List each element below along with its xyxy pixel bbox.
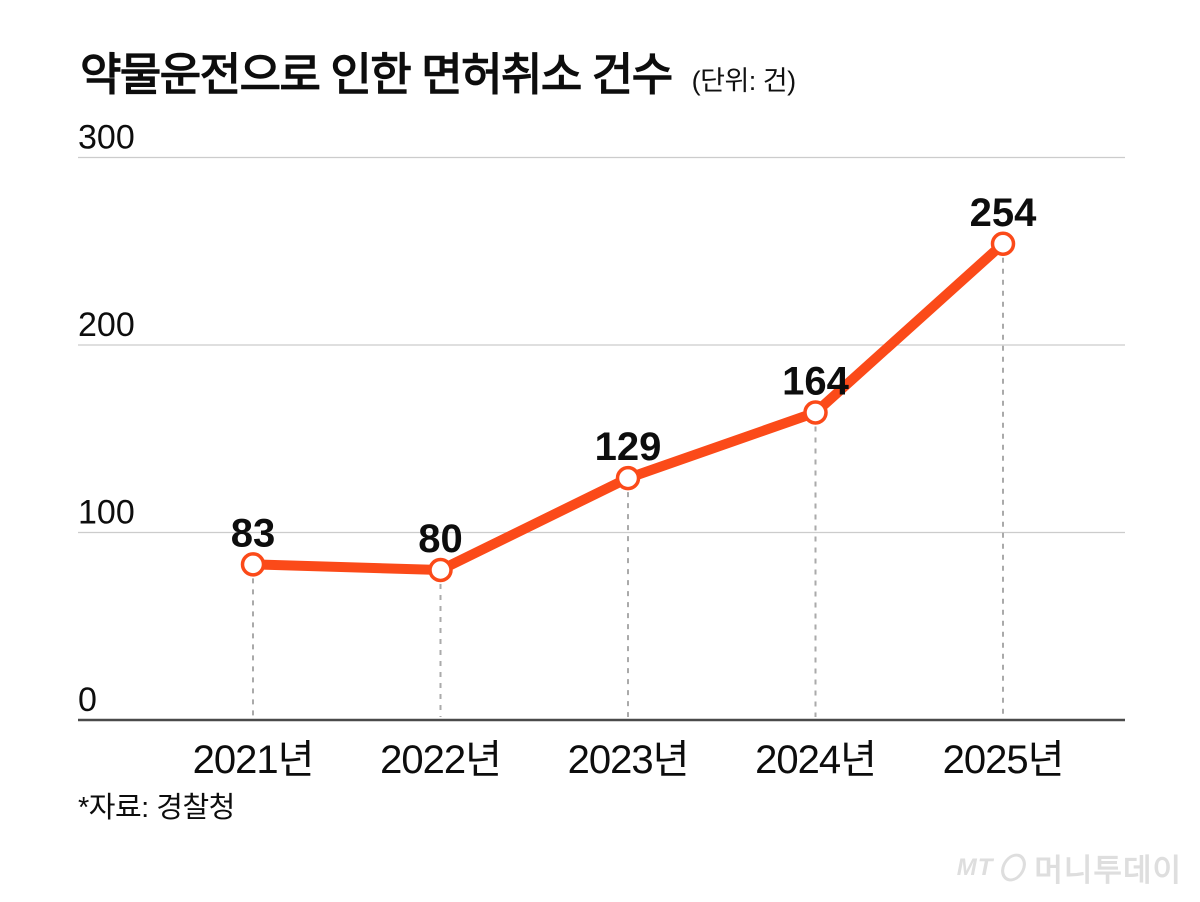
value-label-2021년: 83 xyxy=(231,511,276,555)
chart-header: 약물운전으로 인한 면허취소 건수 (단위: 건) xyxy=(80,38,796,103)
x-tick-label-2021년: 2021년 xyxy=(193,738,314,782)
data-point-2022년 xyxy=(428,557,453,583)
source-note: *자료: 경찰청 xyxy=(78,792,235,824)
value-label-2025년: 254 xyxy=(970,191,1037,235)
x-tick-label-2022년: 2022년 xyxy=(380,738,501,782)
y-tick-label: 300 xyxy=(78,119,135,157)
data-point-2023년 xyxy=(615,465,641,491)
publisher-watermark: MT 머니투데이 xyxy=(957,845,1182,890)
x-tick-label-2025년: 2025년 xyxy=(943,738,1064,782)
watermark-name-label: 머니투데이 xyxy=(1034,853,1182,888)
x-tick-label-2023년: 2023년 xyxy=(568,738,689,782)
money-today-ring-icon xyxy=(997,851,1031,884)
y-tick-label: 0 xyxy=(78,681,97,719)
chart-unit-note: (단위: 건) xyxy=(691,66,797,96)
value-label-2023년: 129 xyxy=(595,425,662,469)
y-tick-label: 100 xyxy=(78,494,135,532)
data-point-2025년 xyxy=(990,231,1016,256)
data-line xyxy=(248,238,1008,575)
value-label-2024년: 164 xyxy=(782,360,849,404)
value-label-2022년: 80 xyxy=(418,517,463,561)
watermark-mt-label: MT xyxy=(956,853,994,881)
chart-title: 약물운전으로 인한 면허취소 건수 xyxy=(80,49,673,100)
y-tick-label: 200 xyxy=(78,306,135,344)
x-tick-label-2024년: 2024년 xyxy=(755,738,876,782)
data-point-2024년 xyxy=(803,400,828,425)
data-point-2021년 xyxy=(240,552,266,577)
